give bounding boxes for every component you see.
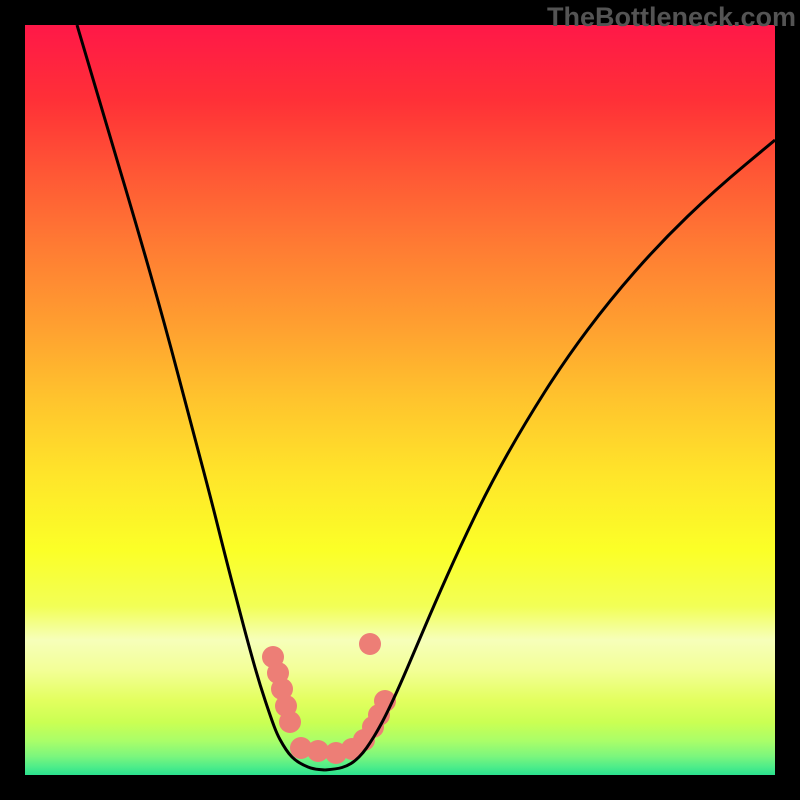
data-point-marker [279, 711, 301, 733]
plot-area [25, 25, 775, 775]
chart-svg [25, 25, 775, 775]
left-curve [77, 25, 325, 770]
right-curve [325, 140, 775, 770]
watermark-text: TheBottleneck.com [547, 2, 796, 33]
data-point-marker [359, 633, 381, 655]
